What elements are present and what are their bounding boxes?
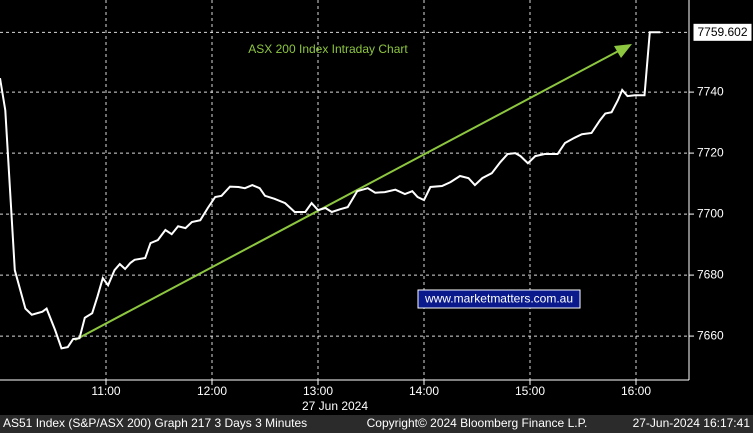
price-line xyxy=(0,31,661,350)
last-price-label: 7759.602 xyxy=(697,25,747,39)
y-tick-label: 7740 xyxy=(697,84,724,98)
footer-right: 27-Jun-2024 16:17:41 xyxy=(633,416,751,430)
y-tick-label: 7660 xyxy=(697,328,724,342)
footer-left: AS51 Index (S&P/ASX 200) Graph 217 3 Day… xyxy=(3,416,307,430)
footer-bar xyxy=(0,415,753,433)
x-tick-label: 16:00 xyxy=(621,384,651,398)
x-tick-label: 12:00 xyxy=(197,384,227,398)
y-tick-label: 7680 xyxy=(697,267,724,281)
arrow-head xyxy=(614,44,632,58)
watermark-box xyxy=(417,289,581,309)
footer-center: Copyright© 2024 Bloomberg Finance L.P. xyxy=(367,416,588,430)
y-tick-label: 7720 xyxy=(697,145,724,159)
chart-title: ASX 200 Index Intraday Chart xyxy=(248,42,408,56)
x-axis-label: 27 Jun 2024 xyxy=(302,399,368,413)
x-tick-label: 15:00 xyxy=(515,384,545,398)
x-tick-label: 14:00 xyxy=(409,384,439,398)
x-tick-label: 13:00 xyxy=(303,384,333,398)
x-tick-label: 11:00 xyxy=(91,384,120,398)
last-price-flag xyxy=(692,22,753,42)
watermark: www.marketmatters.com.au xyxy=(424,292,573,306)
trend-arrow xyxy=(74,46,627,341)
y-tick-label: 7700 xyxy=(697,206,724,220)
